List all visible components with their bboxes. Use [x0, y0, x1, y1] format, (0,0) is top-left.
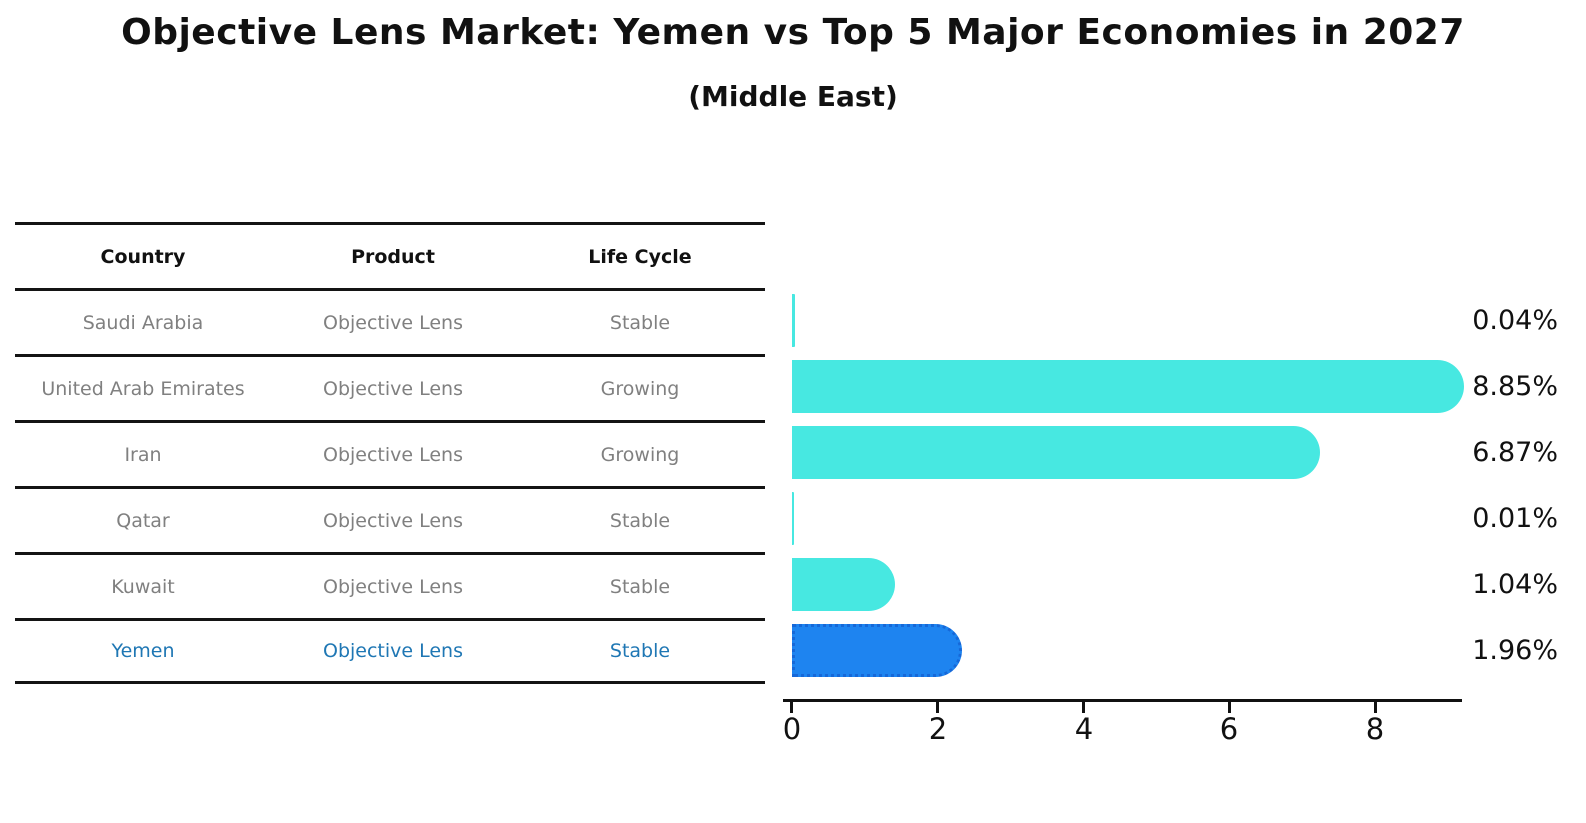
chart-bar-highlight-yemen — [792, 624, 962, 677]
cell-country: Saudi Arabia — [82, 311, 204, 334]
chart-subtitle: (Middle East) — [688, 80, 898, 113]
cell-lifecycle: Stable — [609, 640, 671, 662]
value-label: 1.04% — [1472, 569, 1558, 600]
chart-bar — [792, 294, 795, 347]
cell-country: Yemen — [111, 640, 175, 662]
cell-lifecycle: Stable — [609, 311, 671, 334]
cell-country: Kuwait — [111, 575, 175, 598]
x-axis-tick — [936, 699, 939, 713]
cell-product: Objective Lens — [322, 640, 463, 662]
cell-product: Objective Lens — [322, 311, 463, 334]
x-axis-tick — [790, 699, 793, 713]
table-row: Qatar Objective Lens Stable — [15, 486, 765, 552]
x-axis-tick-label: 2 — [928, 712, 948, 746]
value-label: 0.01% — [1472, 503, 1558, 534]
table-row: Kuwait Objective Lens Stable — [15, 552, 765, 618]
info-table: Country Product Life Cycle Saudi Arabia … — [15, 222, 765, 684]
table-row-highlight-yemen: Yemen Objective Lens Stable — [15, 618, 765, 684]
column-header-country: Country — [100, 245, 186, 268]
chart-bar — [792, 360, 1465, 413]
cell-product: Objective Lens — [322, 377, 463, 400]
x-axis-tick — [1228, 699, 1231, 713]
column-header-lifecycle: Life Cycle — [588, 245, 692, 268]
cell-product: Objective Lens — [322, 509, 463, 532]
x-axis-tick — [1082, 699, 1085, 713]
value-label: 8.85% — [1472, 371, 1558, 402]
table-row: Saudi Arabia Objective Lens Stable — [15, 288, 765, 354]
cell-country: Qatar — [116, 509, 170, 532]
cell-product: Objective Lens — [322, 575, 463, 598]
x-axis-tick-label: 4 — [1074, 712, 1094, 746]
table-header-row: Country Product Life Cycle — [15, 222, 765, 288]
value-label: 6.87% — [1472, 437, 1558, 468]
cell-lifecycle: Stable — [609, 509, 671, 532]
cell-lifecycle: Stable — [609, 575, 671, 598]
x-axis-tick-label: 6 — [1219, 712, 1239, 746]
cell-country: United Arab Emirates — [41, 377, 245, 400]
table-row: United Arab Emirates Objective Lens Grow… — [15, 354, 765, 420]
column-header-product: Product — [351, 245, 435, 268]
x-axis-tick — [1374, 699, 1377, 713]
x-axis-line — [783, 699, 1462, 702]
value-label: 1.96% — [1472, 635, 1558, 666]
chart-title: Objective Lens Market: Yemen vs Top 5 Ma… — [121, 12, 1465, 53]
table-row: Iran Objective Lens Growing — [15, 420, 765, 486]
chart-bar — [792, 492, 794, 545]
value-label: 0.04% — [1472, 305, 1558, 336]
cell-country: Iran — [124, 443, 162, 466]
x-axis-tick-label: 0 — [782, 712, 802, 746]
x-axis-tick-label: 8 — [1365, 712, 1385, 746]
chart-bar — [792, 426, 1320, 479]
chart-bar — [792, 558, 895, 611]
cell-product: Objective Lens — [322, 443, 463, 466]
cell-lifecycle: Growing — [600, 377, 680, 400]
cell-lifecycle: Growing — [600, 443, 680, 466]
